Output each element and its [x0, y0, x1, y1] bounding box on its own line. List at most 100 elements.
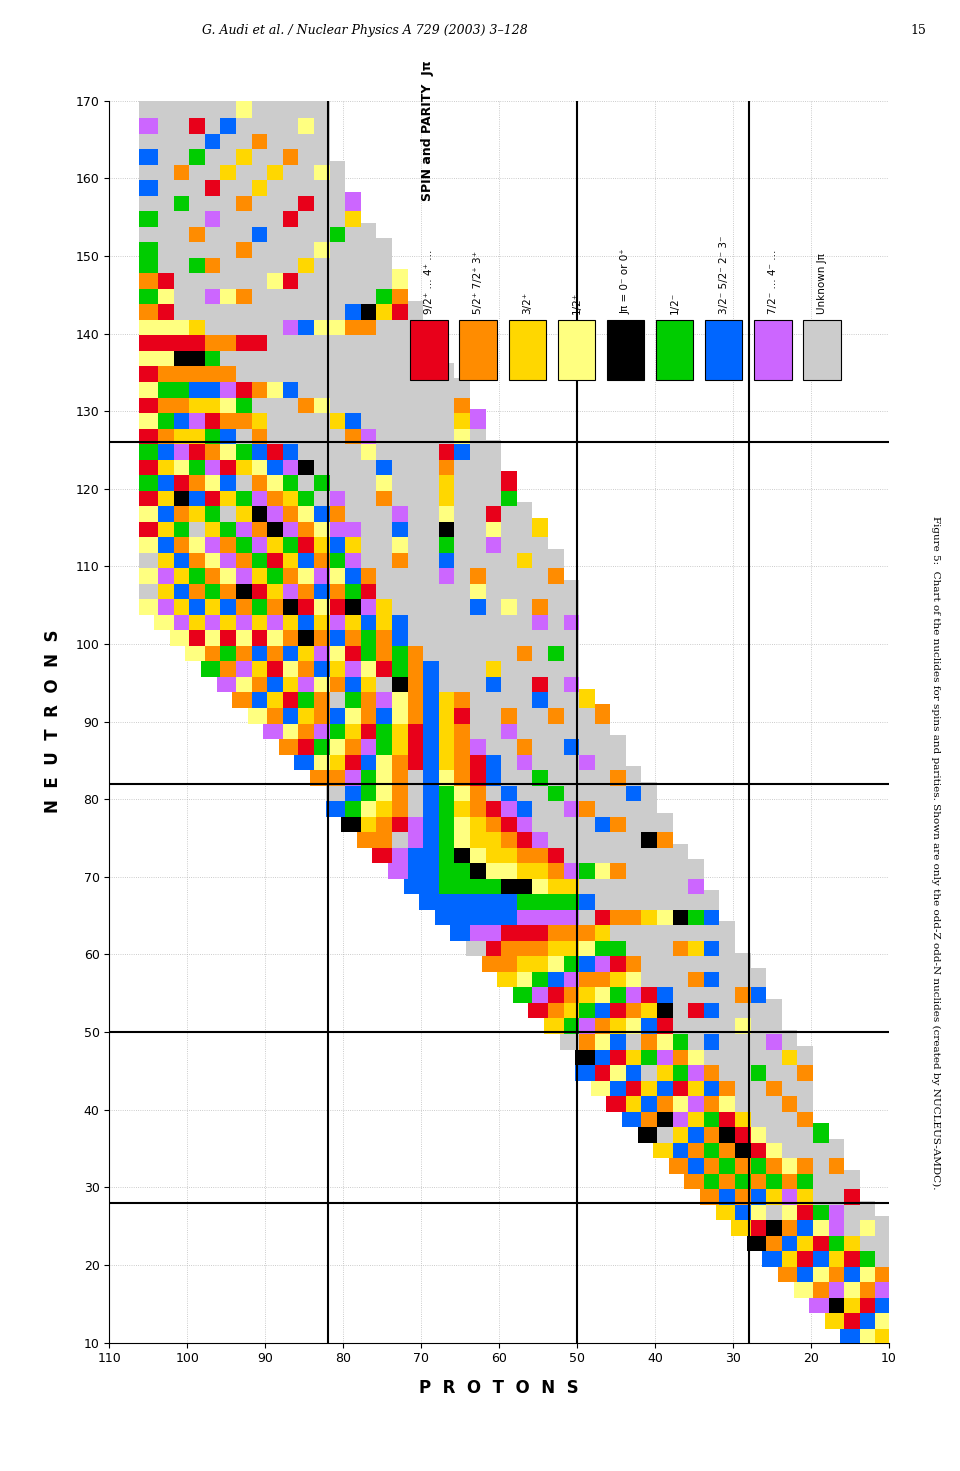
Bar [669, 875, 688, 894]
Bar [544, 705, 564, 724]
Bar [325, 719, 346, 738]
Bar [403, 766, 423, 786]
Bar [544, 580, 564, 599]
Bar [513, 921, 532, 941]
Bar [263, 129, 283, 149]
Bar [388, 719, 408, 738]
Bar [403, 378, 423, 397]
Bar [341, 518, 361, 537]
Bar [513, 674, 532, 693]
Bar [607, 906, 626, 925]
Bar [560, 999, 579, 1018]
Bar [295, 719, 314, 738]
Bar [341, 207, 361, 227]
Bar [248, 177, 267, 196]
Bar [466, 674, 486, 693]
Bar [544, 549, 564, 568]
Bar [590, 968, 611, 987]
Bar [138, 129, 158, 149]
Bar [669, 1093, 688, 1112]
Bar [310, 238, 329, 257]
Bar [590, 736, 611, 755]
Bar [403, 736, 423, 755]
Bar [325, 331, 346, 352]
Bar [357, 719, 376, 738]
Bar [637, 1077, 657, 1096]
Bar [170, 160, 189, 181]
Bar [263, 146, 283, 165]
Bar [170, 409, 189, 428]
Bar [217, 610, 236, 631]
Bar [420, 627, 439, 646]
Bar [325, 269, 346, 288]
Bar [949, 1387, 960, 1406]
Bar [357, 781, 376, 802]
Bar [590, 766, 611, 786]
Bar [684, 1046, 704, 1065]
Bar [902, 1264, 923, 1283]
Bar [435, 363, 454, 382]
Bar [653, 1061, 673, 1081]
Bar [482, 859, 501, 878]
Bar [138, 316, 158, 335]
Bar [170, 394, 189, 413]
Bar [560, 906, 579, 925]
Bar [310, 674, 329, 693]
Bar [450, 518, 470, 537]
Bar [560, 875, 579, 894]
Bar [513, 844, 532, 863]
Bar [357, 238, 376, 257]
Bar [201, 425, 221, 444]
Bar [794, 1155, 813, 1174]
Bar [263, 300, 283, 319]
Bar [372, 487, 392, 506]
Bar [887, 1325, 906, 1344]
Bar [840, 1200, 860, 1221]
Bar [170, 627, 189, 646]
Bar [341, 363, 361, 382]
Bar [482, 518, 501, 537]
Bar [295, 224, 314, 243]
Bar [217, 518, 236, 537]
Bar [466, 781, 486, 802]
Bar [357, 797, 376, 816]
Bar [684, 1124, 704, 1143]
Bar [622, 1046, 641, 1065]
Bar [372, 549, 392, 568]
Bar [201, 300, 221, 319]
Bar [607, 797, 626, 816]
Bar [372, 331, 392, 352]
Bar [684, 937, 704, 956]
Bar [747, 1155, 766, 1174]
Bar [138, 565, 158, 584]
Bar [607, 781, 626, 802]
Bar [575, 968, 594, 987]
Bar [887, 1294, 906, 1314]
Bar [155, 425, 174, 444]
Bar [466, 921, 486, 941]
Bar [217, 378, 236, 397]
Bar [217, 425, 236, 444]
Bar [872, 1309, 891, 1328]
Bar [263, 518, 283, 537]
Bar [544, 719, 564, 738]
Bar [732, 968, 751, 987]
Bar [622, 1061, 641, 1081]
Bar [435, 409, 454, 428]
Bar [653, 1046, 673, 1065]
Bar [310, 719, 329, 738]
Bar [420, 409, 439, 428]
Bar [341, 394, 361, 413]
Bar [450, 688, 470, 708]
Bar [279, 549, 299, 568]
Bar [232, 610, 252, 631]
Bar [435, 781, 454, 802]
Bar [232, 456, 252, 475]
Bar [155, 129, 174, 149]
Bar [232, 300, 252, 319]
Bar [217, 534, 236, 553]
Bar [295, 534, 314, 553]
Bar [590, 828, 611, 847]
Bar [232, 596, 252, 615]
Bar [450, 425, 470, 444]
